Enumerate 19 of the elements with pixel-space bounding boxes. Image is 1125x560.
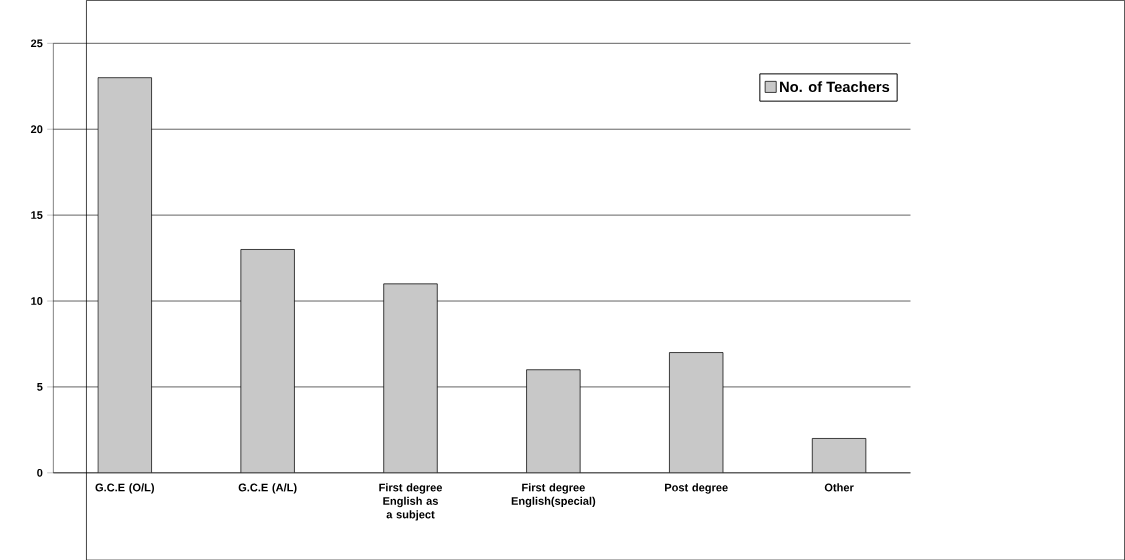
legend-label: No. of Teachers: [780, 81, 890, 92]
bar: [669, 351, 724, 473]
y-tick-label: 0: [37, 468, 43, 477]
bar: [97, 77, 152, 473]
y-tick-label: 5: [37, 382, 43, 391]
x-tick-label: First degree English(special): [511, 483, 596, 507]
bar: [240, 248, 295, 473]
bar: [526, 369, 581, 473]
y-tick-label: 10: [31, 296, 43, 305]
y-tick-label: 20: [30, 125, 43, 133]
x-tick-label: G.C.E (O/L): [95, 483, 154, 494]
bar: [811, 437, 867, 473]
x-tick-label: G.C.E (A/L): [238, 483, 297, 494]
x-tick-label: Post degree: [665, 483, 728, 494]
x-tick-label: Other: [824, 483, 854, 492]
y-tick-label: 15: [31, 211, 43, 219]
x-tick-label: First degree English as a subject: [379, 483, 443, 521]
y-tick-label: 25: [30, 39, 43, 47]
bar: [383, 283, 438, 473]
